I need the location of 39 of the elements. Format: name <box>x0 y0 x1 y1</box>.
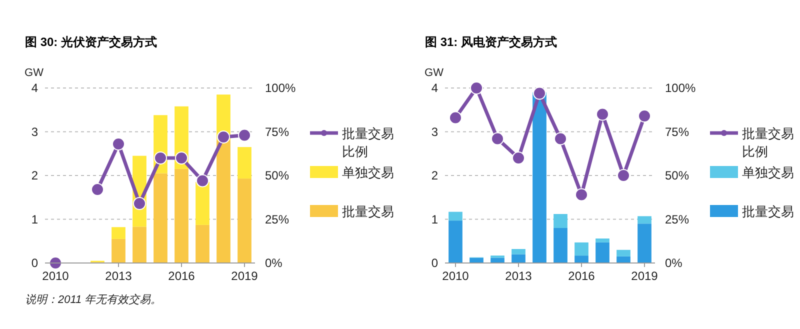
y-tick-label: 1 <box>431 212 438 226</box>
y-tick-label: 0 <box>31 256 38 270</box>
x-tick-label: 2010 <box>42 269 70 283</box>
y2-tick-label: 25% <box>265 212 290 226</box>
legend-label: 批量交易 <box>742 204 794 219</box>
legend-label: 单独交易 <box>342 165 394 180</box>
y-tick-label: 2 <box>431 168 438 182</box>
y-tick-label: 3 <box>431 124 438 139</box>
y2-tick-label: 0% <box>265 256 283 270</box>
y-tick-label: 3 <box>31 124 38 139</box>
x-tick-label: 2013 <box>505 269 532 283</box>
legend-label: 单独交易 <box>742 165 794 180</box>
x-tick-label: 2016 <box>168 269 196 283</box>
y-tick-label: 1 <box>31 212 38 226</box>
legend-label: 批量交易 <box>342 204 394 219</box>
y-tick-label: 4 <box>431 81 438 95</box>
text: 说明：2011 年无有效交易。 <box>25 293 162 306</box>
x-tick-label: 2016 <box>568 269 596 283</box>
chart-title: 图 30: 光伏资产交易方式 <box>25 35 158 49</box>
y2-tick-label: 100% <box>665 81 696 95</box>
y-tick-label: 4 <box>31 81 38 95</box>
y2-tick-label: 50% <box>265 168 290 182</box>
legend-label: 批量交易比例 <box>742 126 794 159</box>
y2-tick-label: 0% <box>665 256 683 270</box>
y-tick-label: 0 <box>431 256 438 270</box>
legend-label: 批量交易比例 <box>342 126 394 159</box>
y2-tick-label: 25% <box>665 212 690 226</box>
x-tick-label: 2019 <box>631 269 658 283</box>
y-axis-title: GW <box>24 67 44 79</box>
y2-tick-label: 75% <box>265 124 290 139</box>
x-tick-label: 2013 <box>105 269 132 283</box>
x-tick-label: 2010 <box>442 269 470 283</box>
x-tick-label: 2019 <box>231 269 258 283</box>
y-tick-label: 2 <box>31 168 38 182</box>
y2-tick-label: 50% <box>665 168 690 182</box>
y2-tick-label: 75% <box>665 124 690 139</box>
chart-title: 图 31: 风电资产交易方式 <box>425 35 558 49</box>
y-axis-title: GW <box>424 67 444 79</box>
y2-tick-label: 100% <box>265 81 296 95</box>
